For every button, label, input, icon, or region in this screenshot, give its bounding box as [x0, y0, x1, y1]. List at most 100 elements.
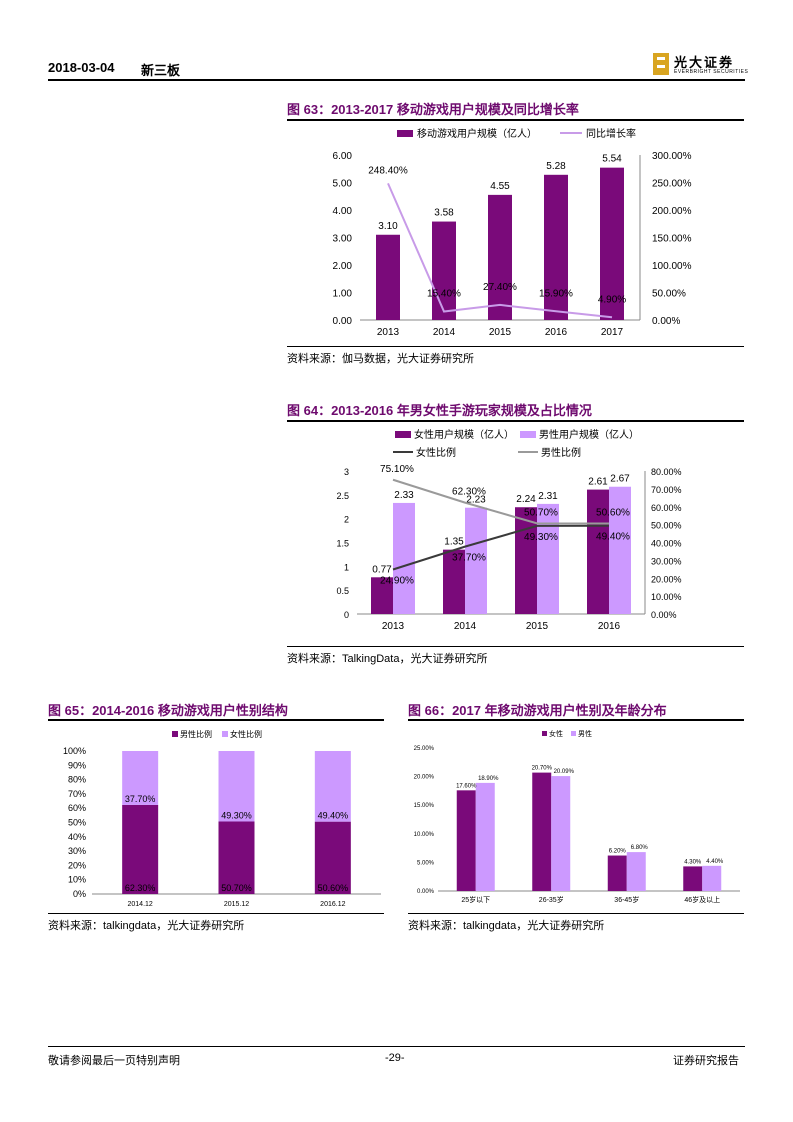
y-tick: 10.00% — [414, 832, 435, 838]
bar-male-scale — [393, 502, 415, 614]
fig64-chart: 女性用户规模（亿人） 男性用户规模（亿人） 女性比例 男性比例 0 0.5 1 1.5 2 2.5… — [336, 428, 682, 632]
legend-label-female: 女性比例 — [230, 729, 262, 739]
bar-male — [626, 852, 646, 891]
bar-data-label: 3.58 — [434, 208, 454, 219]
y-tick: 80% — [68, 775, 86, 785]
line-data-label: 50.60% — [596, 508, 630, 519]
header-rule — [48, 79, 745, 81]
bar-data-label: 2.67 — [610, 474, 630, 485]
y-tick-right: 40.00% — [651, 539, 682, 549]
bar-data-label: 2.33 — [394, 490, 414, 501]
bar-female-share — [122, 751, 159, 805]
line-data-label: 27.40% — [483, 282, 517, 293]
fig63-source: 资料来源：伽马数据，光大证券研究所 — [287, 353, 474, 365]
line-data-label: 75.10% — [380, 464, 414, 475]
bar-data-label: 2.61 — [588, 477, 608, 488]
fig64-top-rule — [287, 420, 744, 422]
y-tick: 50% — [68, 818, 86, 828]
legend-label-male: 男性比例 — [180, 729, 212, 739]
footer-report-type: 证券研究报告 — [673, 1055, 739, 1067]
fig64-title: 图 64：2013-2016 年男女性手游玩家规模及占比情况 — [287, 403, 592, 418]
y-tick: 15.00% — [414, 803, 435, 809]
bar-male-share — [218, 821, 255, 894]
y-tick-right: 50.00% — [652, 289, 686, 300]
line-data-label: 4.90% — [598, 294, 626, 305]
bar-data-label: 6.20% — [609, 849, 627, 855]
bar-male — [551, 776, 571, 891]
y-tick: 90% — [68, 760, 86, 770]
footer-disclaimer: 敬请参阅最后一页特别声明 — [48, 1055, 180, 1067]
y-tick: 70% — [68, 789, 86, 799]
bar-data-label: 5.54 — [602, 154, 622, 165]
x-tick-label: 46岁及以上 — [684, 895, 720, 904]
bar-male-share — [314, 821, 351, 894]
legend-swatch-female-bar — [395, 431, 411, 438]
y-tick-left: 0.5 — [336, 586, 349, 596]
x-tick-label: 26-35岁 — [539, 895, 564, 904]
y-tick: 60% — [68, 803, 86, 813]
x-tick-label: 2013 — [382, 621, 405, 632]
fig65-top-rule — [48, 719, 384, 721]
y-tick-left: 6.00 — [333, 151, 353, 162]
report-date: 2018-03-04 — [48, 60, 115, 75]
bar-data-label: 2.31 — [538, 491, 558, 502]
y-tick-left: 3.00 — [333, 234, 353, 245]
x-tick-label: 2013 — [377, 327, 400, 338]
bar-data-label: 5.28 — [546, 161, 566, 172]
fig66-bottom-rule — [408, 913, 744, 914]
bar-data-label: 6.80% — [631, 845, 649, 851]
fig65-title: 图 65：2014-2016 移动游戏用户性别结构 — [48, 703, 288, 718]
x-tick-label: 2016 — [598, 621, 621, 632]
y-tick: 20.00% — [414, 775, 435, 781]
bar-data-label: 49.30% — [221, 810, 252, 820]
everbright-logo-icon — [653, 53, 669, 75]
bar-data-label: 0.77 — [372, 564, 392, 575]
fig65-chart: 男性比例 女性比例 0% 10% 20% 30% 40% 50% 60% 70% 80% 90% 100… — [63, 729, 381, 908]
line-data-label: 15.40% — [427, 289, 461, 300]
bar-male-scale — [465, 507, 487, 614]
y-tick-left: 2.5 — [336, 491, 349, 501]
y-tick: 0.00% — [417, 889, 435, 895]
legend-label-male-bar: 男性用户规模（亿人） — [539, 428, 639, 441]
y-tick-left: 2.00 — [333, 261, 353, 272]
fig66-chart: 女性 男性 0.00% 5.00% 10.00% 15.00% 20.00% 25.00% 17… — [414, 729, 740, 904]
fig63-title: 图 63：2013-2017 移动游戏用户规模及同比增长率 — [287, 102, 579, 117]
logo-text: 光大证券 — [674, 55, 735, 70]
y-tick: 40% — [68, 832, 86, 842]
female-ratio-line — [392, 524, 610, 571]
bar-data-label: 50.70% — [221, 883, 252, 893]
legend-swatch-male-bar — [520, 431, 536, 438]
bar-data-label: 3.10 — [378, 221, 398, 232]
y-tick-left: 1.5 — [336, 539, 349, 549]
line-data-label: 15.90% — [539, 288, 573, 299]
y-tick-left: 0.00 — [333, 316, 353, 327]
y-tick-right: 250.00% — [652, 179, 692, 190]
x-tick-label: 2014.12 — [128, 901, 153, 908]
bar-data-label: 2.24 — [516, 494, 536, 505]
x-tick-label: 2014 — [454, 621, 477, 632]
bar-data-label: 4.55 — [490, 181, 510, 192]
legend-label-female-line: 女性比例 — [416, 446, 456, 459]
bar-data-label: 49.40% — [318, 811, 349, 821]
bar-female — [456, 790, 476, 891]
y-tick-left: 3 — [344, 467, 349, 477]
bar-female-scale — [371, 577, 393, 614]
bar-user-scale — [376, 234, 400, 320]
bar-data-label: 18.90% — [478, 776, 499, 782]
x-tick-label: 2017 — [601, 327, 624, 338]
y-tick-right: 100.00% — [652, 261, 692, 272]
legend-label-line: 同比增长率 — [586, 127, 636, 140]
legend-label-female: 女性 — [549, 729, 563, 738]
page-number: -29- — [385, 1052, 405, 1064]
bar-data-label: 17.60% — [456, 783, 477, 789]
legend-swatch-male — [571, 731, 576, 736]
y-tick-right: 60.00% — [651, 503, 682, 513]
line-data-label: 24.90% — [380, 575, 414, 586]
bar-data-label: 50.60% — [318, 883, 349, 893]
bar-data-label: 37.70% — [125, 794, 156, 804]
bar-data-label: 20.09% — [554, 769, 575, 775]
bar-male-scale — [537, 503, 559, 614]
y-tick: 30% — [68, 846, 86, 856]
footer-rule — [48, 1046, 745, 1047]
legend-swatch-female — [222, 731, 228, 737]
